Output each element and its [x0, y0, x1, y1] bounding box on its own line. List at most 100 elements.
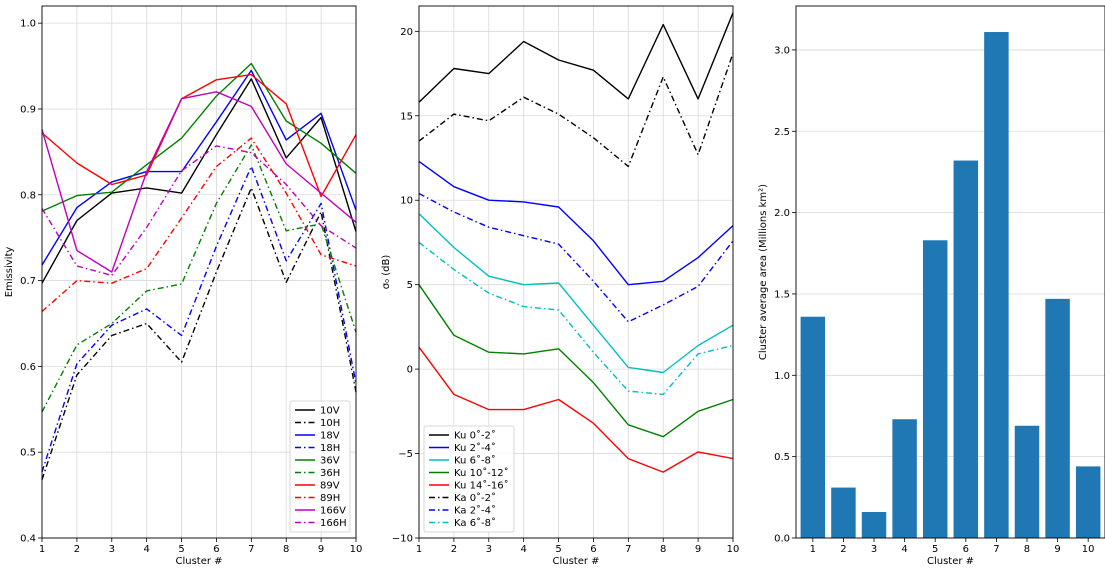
legend-label: Ku 14˚-16˚	[454, 480, 509, 492]
y-tick-label: 15	[400, 111, 413, 122]
legend-label: Ku 6˚-8˚	[454, 455, 496, 467]
y-tick-label: 1.0	[774, 371, 790, 382]
y-tick-label: 0	[407, 365, 413, 376]
series-line-5	[418, 346, 734, 473]
x-tick-label: 8	[1024, 544, 1030, 555]
x-tick-label: 7	[248, 544, 254, 555]
series-line-7	[41, 73, 357, 198]
x-tick-label: 3	[486, 544, 492, 555]
series-line-3	[418, 213, 734, 374]
chart-3: 0.0 0.5 1.0 1.5 2.0 2.5 3.0 1 2 3 4 5 6 7 8 9 10 Cluster …	[758, 5, 1105, 567]
x-tick-label: 10	[350, 544, 363, 555]
x-tick-label: 5	[555, 544, 561, 555]
legend-label: 10V	[320, 406, 340, 417]
x-axis-label: Cluster #	[552, 556, 599, 567]
plot-frame	[795, 5, 1105, 539]
x-tick-label: 9	[1054, 544, 1060, 555]
x-tick-label: 8	[660, 544, 666, 555]
y-tick-label: −5	[398, 449, 413, 460]
y-tick-label: 2.0	[774, 208, 790, 219]
series-line-8	[418, 241, 734, 396]
chart-2: −10 −5 0 5 10 15 20 1 2 3 4 5 6 7 8 9 10 Cluster # σ₀ (dB)…	[381, 5, 740, 567]
y-tick-label: 20	[400, 27, 413, 38]
legend-label: 166H	[320, 518, 347, 529]
x-tick-label: 8	[283, 544, 289, 555]
series-line-4	[41, 165, 357, 473]
legend-label: 18H	[320, 443, 340, 454]
series-line-2	[418, 160, 734, 286]
series-line-7	[418, 192, 734, 323]
legend-box	[423, 425, 515, 533]
series-line-1	[418, 12, 734, 103]
x-tick-label: 10	[1082, 544, 1095, 555]
x-tick-label: 3	[871, 544, 877, 555]
x-tick-label: 6	[590, 544, 596, 555]
x-tick-label: 7	[625, 544, 631, 555]
y-tick-label: 0.7	[20, 276, 36, 287]
x-axis-label: Cluster #	[175, 556, 222, 567]
x-tick-label: 6	[213, 544, 219, 555]
y-tick-label: 0.5	[20, 448, 36, 459]
x-tick-label: 4	[901, 544, 907, 555]
bar-cluster-10	[1075, 466, 1101, 538]
legend-label: Ka 0˚-2˚	[454, 492, 496, 504]
series-line-2	[41, 187, 357, 480]
bar-cluster-8	[1014, 425, 1040, 538]
x-tick-label: 5	[178, 544, 184, 555]
bar-cluster-5	[922, 240, 948, 539]
bar-cluster-3	[861, 511, 887, 538]
legend-label: 36H	[320, 468, 340, 479]
bar-cluster-4	[892, 419, 917, 538]
y-tick-label: 0.4	[20, 534, 36, 545]
x-tick-label: 9	[695, 544, 701, 555]
series-line-6	[41, 144, 357, 413]
y-tick-label: 0.5	[774, 452, 790, 463]
series-line-5	[41, 62, 357, 212]
y-axis-label: Emissivity	[4, 247, 15, 298]
x-tick-label: 2	[451, 544, 457, 555]
x-tick-label: 3	[109, 544, 115, 555]
y-tick-label: −10	[392, 534, 413, 545]
y-axis-label: σ₀ (dB)	[381, 255, 392, 290]
y-tick-label: 1.0	[20, 19, 36, 30]
x-tick-label: 5	[932, 544, 938, 555]
legend-label: Ku 2˚-4˚	[454, 442, 496, 454]
legend-label: 10H	[320, 418, 340, 429]
x-tick-label: 4	[143, 544, 149, 555]
legend: Ku 0˚-2˚Ku 2˚-4˚Ku 6˚-8˚Ku 10˚-12˚Ku 14˚…	[423, 425, 515, 533]
y-tick-label: 0.8	[20, 190, 36, 201]
plot-frame	[41, 5, 357, 539]
legend-label: 36V	[320, 456, 340, 467]
legend-label: 89V	[320, 481, 340, 492]
bar-cluster-1	[800, 316, 826, 538]
y-tick-label: 10	[400, 196, 413, 207]
chart-1: 0.4 0.5 0.6 0.7 0.8 0.9 1.0 1 2 3 4 5 6 7 8 9 10 Cluster …	[4, 5, 363, 567]
y-tick-label: 1.5	[774, 289, 790, 300]
series-line-9	[41, 91, 357, 273]
y-tick-label: 2.5	[774, 127, 790, 138]
x-tick-label: 2	[840, 544, 846, 555]
y-tick-label: 0.6	[20, 362, 36, 373]
x-tick-label: 2	[74, 544, 80, 555]
y-tick-label: 5	[407, 280, 413, 291]
series-line-4	[418, 284, 734, 438]
x-tick-label: 7	[993, 544, 999, 555]
legend-label: Ku 10˚-12˚	[454, 467, 509, 479]
x-axis-label: Cluster #	[927, 556, 974, 567]
series-line-8	[41, 137, 357, 313]
x-tick-label: 1	[416, 544, 422, 555]
bar-cluster-9	[1045, 298, 1070, 538]
y-tick-label: 0.9	[20, 104, 36, 115]
bar-cluster-2	[831, 487, 856, 538]
series-line-3	[41, 69, 357, 266]
legend-label: Ku 0˚-2˚	[454, 430, 496, 442]
legend-label: 166V	[320, 506, 346, 517]
plot-frame	[418, 5, 734, 539]
legend-label: Ka 2˚-4˚	[454, 505, 496, 517]
legend-box	[289, 400, 351, 533]
x-tick-label: 10	[727, 544, 740, 555]
x-tick-label: 9	[318, 544, 324, 555]
x-tick-label: 1	[39, 544, 45, 555]
